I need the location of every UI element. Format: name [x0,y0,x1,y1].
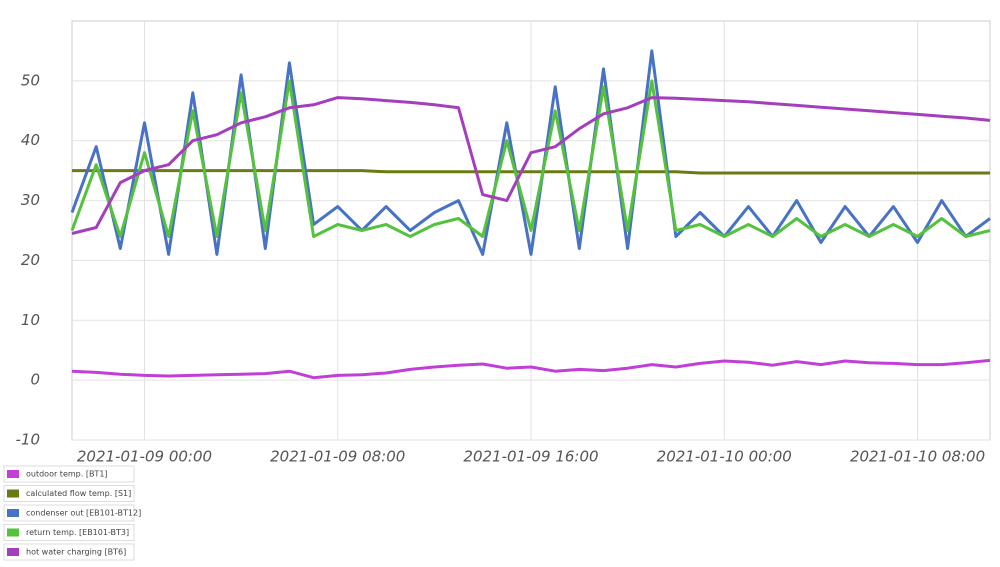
y-tick-label: -10 [16,431,41,449]
y-tick-label: 50 [21,71,40,89]
legend-label: return temp. [EB101-BT3] [26,528,129,537]
legend-label: hot water charging [BT6] [26,548,126,557]
series-line [71,96,991,235]
x-tick-label: 2021-01-09 00:00 [77,448,212,466]
legend-swatch [7,489,19,498]
y-tick-label: 20 [21,251,40,269]
legend-entry-frame [3,485,135,502]
series-line [72,169,990,175]
legend-entry-frame [3,465,135,483]
legend-entry-frame [3,504,135,522]
y-tick-label: 30 [21,191,40,209]
y-tick-label: 40 [21,131,40,149]
x-tick-label: 2021-01-10 08:00 [850,448,985,466]
series-line [71,358,991,380]
legend-label: outdoor temp. [BT1] [26,470,108,479]
y-tick-label: 10 [21,311,40,329]
y-tick-label: 0 [30,371,40,389]
legend-entry-frame [3,543,135,561]
x-tick-label: 2021-01-09 16:00 [463,448,598,466]
legend-swatch [7,509,19,517]
legend-entry-frame [3,524,135,541]
x-tick-label: 2021-01-09 08:00 [270,448,405,466]
series-line [70,79,991,238]
legend-swatch [7,548,19,556]
legend-label: condenser out [EB101-BT12] [26,509,141,518]
legend-label: calculated flow temp. [S1] [26,489,131,498]
legend-swatch [7,470,19,478]
legend-swatch [7,528,19,537]
x-tick-label: 2021-01-10 00:00 [657,448,792,466]
